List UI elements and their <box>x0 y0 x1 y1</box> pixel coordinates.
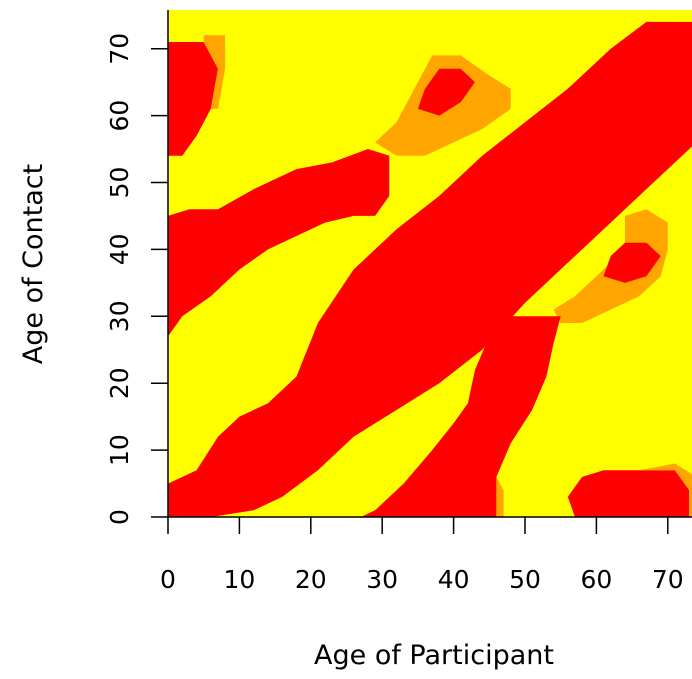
x-tick-label: 70 <box>652 565 684 594</box>
y-tick-label: 30 <box>105 300 134 332</box>
y-tick-label: 60 <box>105 100 134 132</box>
x-tick-label: 60 <box>580 565 612 594</box>
x-axis-label: Age of Participant <box>314 640 554 671</box>
x-tick-label: 20 <box>295 565 327 594</box>
heatmap-region-level-1-6 <box>203 35 226 109</box>
y-tick-label: 70 <box>105 33 134 65</box>
x-axis-ticks: 0 10 20 30 40 50 60 70 <box>160 517 684 594</box>
heatmap-region-level-2-8 <box>360 316 561 517</box>
y-axis-ticks: 0 10 20 30 40 50 60 70 <box>105 33 168 525</box>
heatmap-region-level-2-4 <box>603 242 661 283</box>
y-axis-label: Age of Contact <box>18 164 49 364</box>
y-tick-label: 0 <box>105 509 134 525</box>
y-tick-label: 20 <box>105 367 134 399</box>
heatmap-region-level-2-5 <box>168 42 218 156</box>
x-tick-label: 10 <box>223 565 255 594</box>
heatmap-region-level-2-0 <box>168 21 692 517</box>
heatmap-region-level-2-2 <box>417 68 475 116</box>
heatmap-regions <box>168 21 692 517</box>
x-tick-label: 0 <box>160 565 176 594</box>
x-tick-label: 30 <box>366 565 398 594</box>
y-tick-label: 40 <box>105 233 134 265</box>
x-tick-label: 40 <box>438 565 470 594</box>
y-tick-label: 50 <box>105 167 134 199</box>
x-tick-label: 50 <box>509 565 541 594</box>
heatmap-region-level-2-7 <box>168 149 390 337</box>
y-tick-label: 10 <box>105 434 134 466</box>
heatmap-region-level-2-10 <box>567 470 690 517</box>
heatmap-region-level-1-9 <box>496 476 504 517</box>
